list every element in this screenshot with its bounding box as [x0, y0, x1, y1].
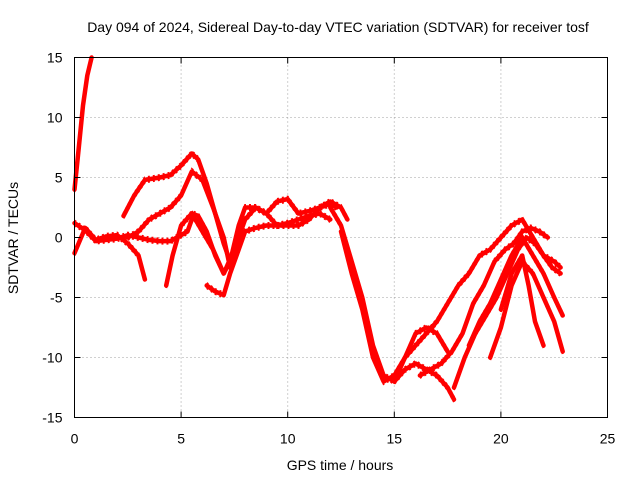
- series-marker-edge: [229, 195, 349, 260]
- x-tick-label: 25: [600, 431, 616, 447]
- series-track-9: [227, 195, 350, 265]
- series-marker-edge: [499, 255, 545, 349]
- series-track-13: [417, 224, 551, 379]
- y-tick-label: 10: [47, 110, 63, 126]
- y-tick-label: -10: [42, 350, 62, 366]
- series-track-15: [466, 233, 565, 349]
- series-track-8: [189, 203, 333, 279]
- x-tick-label: 0: [71, 431, 79, 447]
- series-marker-edge: [499, 250, 545, 344]
- series-marker-edge: [73, 223, 146, 278]
- y-tick-label: -15: [42, 410, 62, 426]
- y-tick-label: 5: [55, 170, 63, 186]
- chart-title: Day 094 of 2024, Sidereal Day-to-day VTE…: [87, 19, 589, 35]
- x-tick-label: 20: [493, 431, 509, 447]
- ticks: [74, 57, 608, 418]
- series-track-10: [328, 204, 457, 403]
- series-marker-edge: [467, 238, 564, 349]
- series-line: [72, 55, 94, 192]
- series-marker-edge: [73, 221, 193, 245]
- x-tick-label: 10: [280, 431, 296, 447]
- series-marker-edge: [190, 208, 331, 279]
- series-marker-edge: [190, 203, 331, 274]
- series-marker-edge: [165, 209, 240, 284]
- series-marker-edge: [73, 54, 93, 188]
- tick-labels: 0 5 10 15 20 25 -15 -10 -5 0 5 10 15: [42, 50, 615, 447]
- series-marker-edge: [329, 209, 455, 403]
- series-line: [328, 205, 457, 402]
- series-line: [417, 225, 551, 378]
- series-marker-edge: [489, 257, 564, 356]
- series-marker-edge: [229, 200, 349, 265]
- y-axis-label: SDTVAR / TECUs: [5, 182, 21, 294]
- series-marker-edge: [467, 233, 564, 344]
- series-track-3: [72, 216, 195, 245]
- y-tick-label: 15: [47, 50, 63, 66]
- x-axis-label: GPS time / hours: [287, 457, 394, 473]
- series-line: [189, 205, 333, 276]
- series-marker-edge: [329, 204, 455, 398]
- series-track-6: [125, 167, 233, 271]
- y-tick-label: 0: [55, 230, 63, 246]
- y-tick-label: -5: [50, 290, 63, 306]
- series-track-16: [487, 257, 565, 361]
- x-tick-label: 15: [387, 431, 403, 447]
- series-track-17: [498, 250, 546, 349]
- series-marker-edge: [340, 228, 449, 381]
- series-marker-edge: [73, 59, 93, 193]
- series-marker-edge: [122, 154, 232, 265]
- series-marker-edge: [122, 149, 232, 260]
- series-line: [72, 217, 195, 244]
- series-line: [227, 196, 350, 264]
- series-line: [466, 235, 565, 348]
- series-layer: [72, 54, 565, 403]
- series-marker-edge: [489, 262, 564, 361]
- series-marker-edge: [165, 214, 240, 289]
- x-tick-label: 5: [177, 431, 185, 447]
- series-track-1: [72, 54, 94, 193]
